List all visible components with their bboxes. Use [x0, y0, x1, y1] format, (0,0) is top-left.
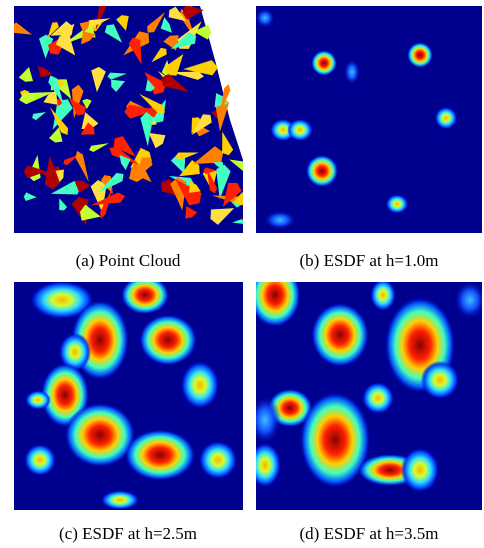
- obstacle-blob: [249, 263, 300, 327]
- esdf-image: [14, 276, 243, 510]
- obstacle-blob: [370, 279, 396, 311]
- obstacle-blob: [121, 276, 169, 314]
- obstacle-blob: [101, 490, 139, 509]
- caption: (a) Point Cloud: [76, 251, 181, 270]
- obstacle-blob: [249, 443, 281, 488]
- obstacle-blob: [65, 403, 135, 467]
- obstacle-blob: [344, 59, 360, 85]
- obstacle-blob: [125, 429, 195, 480]
- obstacle-blob: [362, 382, 394, 414]
- obstacle-blob: [181, 361, 219, 409]
- obstacle-blob: [287, 119, 313, 141]
- obstacle-blob: [311, 303, 369, 367]
- point-cloud-image: [11, 0, 272, 236]
- figure: (a) Point Cloud (b) ESDF at h=1.0m (c) E…: [0, 0, 484, 548]
- obstacle-blob: [421, 361, 459, 399]
- obstacle-blob: [306, 155, 338, 187]
- esdf-image: [249, 263, 484, 510]
- obstacle-blob: [199, 441, 237, 479]
- obstacle-blob: [407, 42, 433, 68]
- caption: (d) ESDF at h=3.5m: [300, 524, 439, 543]
- obstacle-blob: [255, 8, 274, 27]
- esdf-image: [255, 6, 482, 233]
- obstacle-blob: [25, 390, 51, 409]
- obstacle-blob: [249, 396, 281, 444]
- obstacle-blob: [435, 107, 457, 129]
- obstacle-blob: [139, 314, 197, 365]
- obstacle-blob: [401, 448, 439, 493]
- obstacle-blob: [264, 210, 296, 229]
- obstacle-blob: [311, 50, 337, 76]
- obstacle-blob: [386, 194, 408, 213]
- obstacle-blob: [24, 444, 56, 476]
- caption: (b) ESDF at h=1.0m: [300, 251, 439, 270]
- caption: (c) ESDF at h=2.5m: [59, 524, 197, 543]
